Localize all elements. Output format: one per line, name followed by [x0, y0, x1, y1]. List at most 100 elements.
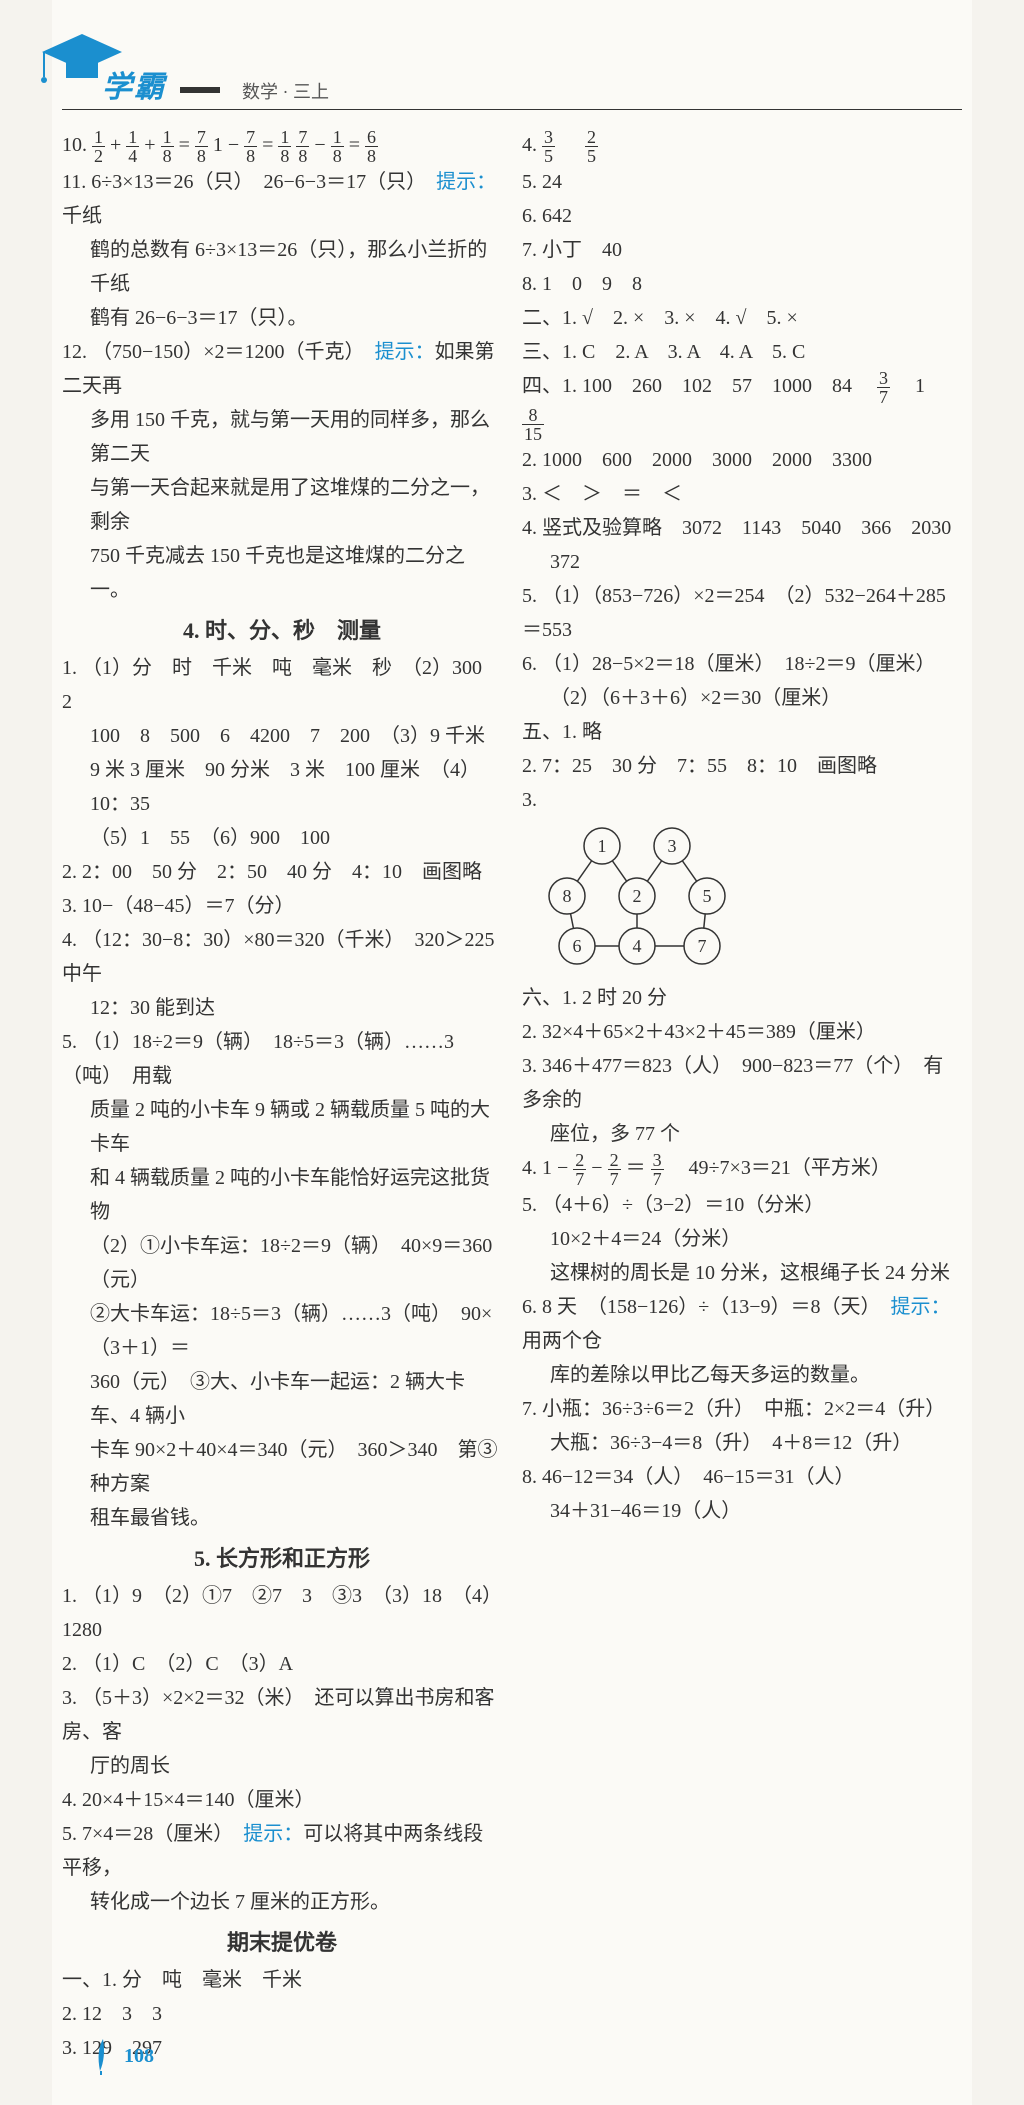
book-title: 学霸 [102, 62, 220, 106]
text: 49÷7×3＝21（平方米） [669, 1157, 891, 1179]
text: 4. [522, 134, 542, 156]
section-title-5: 5. 长方形和正方形 [62, 1541, 502, 1573]
text-line: 4. （12：30−8：30）×80＝320（千米） 320＞225 中午 [62, 923, 502, 991]
fraction: 27 [573, 1151, 586, 1188]
text: 4. 1 − [522, 1157, 573, 1179]
line-10: 10. 12 + 14 + 18 = 78 1 − 78 = 18 78 − 1… [62, 128, 502, 165]
text-line: 10×2＋4＝24（分米） [522, 1222, 962, 1256]
text-line: 2. （1）C （2）C （3）A [62, 1647, 502, 1681]
text-line: 鹤有 26−6−3＝17（只）。 [62, 301, 502, 335]
fraction: 14 [126, 128, 139, 165]
text-line: 5. （1）18÷2＝9（辆） 18÷5＝3（辆）……3（吨） 用载 [62, 1025, 502, 1093]
text-line: 6. 8 天 （158−126）÷（13−9）＝8（天） 提示： 用两个仓 [522, 1290, 962, 1358]
text-line: 这棵树的周长是 10 分米，这根绳子长 24 分米 [522, 1256, 962, 1290]
text-line: 多用 150 千克，就与第一天用的同样多，那么第二天 [62, 403, 502, 471]
hint-label: 提示： [375, 341, 435, 363]
text-line: 大瓶：36÷3−4＝8（升） 4＋8＝12（升） [522, 1426, 962, 1460]
fraction: 25 [585, 128, 598, 165]
text-line: 372 [522, 545, 962, 579]
text: 11. 6÷3×13＝26（只） 26−6−3＝17（只） [62, 171, 436, 193]
text-line: （5）1 55 （6）900 100 [62, 821, 502, 855]
text: − [591, 1157, 607, 1179]
text-line: 9 米 3 厘米 90 分米 3 米 100 厘米 （4）10：35 [62, 753, 502, 821]
text-line: 三、1. C 2. A 3. A 4. A 5. C [522, 335, 962, 369]
text-line: 二、1. √ 2. × 3. × 4. √ 5. × [522, 301, 962, 335]
fraction: 37 [877, 369, 890, 406]
fraction: 18 [161, 128, 174, 165]
text: 6. 8 天 （158−126）÷（13−9）＝8（天） [522, 1296, 891, 1318]
text-line: 4. 35 25 [522, 128, 962, 165]
text-line: 卡车 90×2＋40×4＝340（元） 360＞340 第③种方案 [62, 1433, 502, 1501]
hint-label: 提示： [243, 1823, 303, 1845]
svg-text:6: 6 [573, 936, 582, 956]
text: + [144, 134, 160, 156]
text-line: 座位，多 77 个 [522, 1117, 962, 1151]
diagram-svg: 13825647 [542, 821, 742, 971]
text-line: 5. （1）（853−726）×2＝254 （2）532−264＋285＝553 [522, 579, 962, 647]
fraction: 78 [195, 128, 208, 165]
text: 10. [62, 134, 92, 156]
section-title-final: 期末提优卷 [62, 1925, 502, 1957]
svg-text:5: 5 [703, 886, 712, 906]
network-diagram: 13825647 [522, 821, 962, 977]
title-text: 学霸 [102, 71, 166, 104]
text: 四、1. 100 260 102 57 1000 84 [522, 375, 872, 397]
text: + [110, 134, 126, 156]
svg-text:2: 2 [633, 886, 642, 906]
text: 千纸 [62, 205, 102, 227]
text-line: 7. 小瓶：36÷3÷6＝2（升） 中瓶：2×2＝4（升） [522, 1392, 962, 1426]
columns: 10. 1 2 + 14 + 18 = 78 1 − 78 = 18 78 − 1… [62, 128, 962, 2065]
text: − [314, 134, 330, 156]
text-line: 2. 7：25 30 分 7：55 8：10 画图略 [522, 749, 962, 783]
text: 12. （750−150）×2＝1200（千克） [62, 341, 375, 363]
text-line: 12. （750−150）×2＝1200（千克） 提示：如果第二天再 [62, 335, 502, 403]
fraction: 35 [542, 128, 555, 165]
text-line: 6. 642 [522, 199, 962, 233]
text-line: 11. 6÷3×13＝26（只） 26−6−3＝17（只） 提示： 千纸 [62, 165, 502, 233]
text-line: 5. 7×4＝28（厘米） 提示：可以将其中两条线段平移， [62, 1817, 502, 1885]
fraction: 78 [296, 128, 309, 165]
text-line: 1. （1）9 （2）①7 ②7 3 ③3 （3）18 （4）1280 [62, 1579, 502, 1647]
text-line: （2）（6＋3＋6）×2＝30（厘米） [522, 681, 962, 715]
footer: 108 [92, 2037, 154, 2075]
text-line: 六、1. 2 时 20 分 [522, 981, 962, 1015]
fraction: 78 [244, 128, 257, 165]
svg-text:1: 1 [598, 836, 607, 856]
text-line: 库的差除以甲比乙每天多运的数量。 [522, 1358, 962, 1392]
text-line: 3. （5＋3）×2×2＝32（米） 还可以算出书房和客房、客 [62, 1681, 502, 1749]
text: = [179, 134, 195, 156]
text: 1 − [213, 134, 244, 156]
text-line: 3. 346＋477＝823（人） 900−823＝77（个） 有多余的 [522, 1049, 962, 1117]
text [560, 134, 580, 156]
text-line: 2. 32×4＋65×2＋43×2＋45＝389（厘米） [522, 1015, 962, 1049]
text-line: 1. （1）分 时 千米 吨 毫米 秒 （2）300 2 [62, 651, 502, 719]
hint-label: 提示： [891, 1296, 951, 1318]
left-column: 10. 12 + 14 + 18 = 78 1 − 78 = 18 78 − 1… [62, 128, 502, 2065]
text-line: 34＋31−46＝19（人） [522, 1494, 962, 1528]
text-line: （2）①小卡车运：18÷2＝9（辆） 40×9＝360（元） [62, 1229, 502, 1297]
text-line: 3. ＜ ＞ ＝ ＜ [522, 477, 962, 511]
hint-label: 提示： [436, 171, 496, 193]
text-line: 租车最省钱。 [62, 1501, 502, 1535]
page-number: 108 [124, 2045, 154, 2068]
text-line: 6. （1）28−5×2＝18（厘米） 18÷2＝9（厘米） [522, 647, 962, 681]
text-line: 2. 2：00 50 分 2：50 40 分 4：10 画图略 [62, 855, 502, 889]
text-line: 360（元） ③大、小卡车一起运：2 辆大卡车、4 辆小 [62, 1365, 502, 1433]
text: 用两个仓 [522, 1330, 602, 1352]
text-line: 8. 46−12＝34（人） 46−15＝31（人） [522, 1460, 962, 1494]
section-title-4: 4. 时、分、秒 测量 [62, 613, 502, 645]
text-line: 质量 2 吨的小卡车 9 辆或 2 辆载质量 5 吨的大卡车 [62, 1093, 502, 1161]
fraction: 68 [365, 128, 378, 165]
fraction: 27 [608, 1151, 621, 1188]
text-line: 2. 1000 600 2000 3000 2000 3300 [522, 443, 962, 477]
text-line: 一、1. 分 吨 毫米 千米 [62, 1963, 502, 1997]
text-line: 和 4 辆载质量 2 吨的小卡车能恰好运完这批货物 [62, 1161, 502, 1229]
text-line: 五、1. 略 [522, 715, 962, 749]
fraction: 815 [522, 406, 544, 443]
text: = [262, 134, 278, 156]
svg-text:3: 3 [668, 836, 677, 856]
text-line: 5. （4＋6）÷（3−2）＝10（分米） [522, 1188, 962, 1222]
fraction: 18 [278, 128, 291, 165]
text-line: 四、1. 100 260 102 57 1000 84 37 1 815 [522, 369, 962, 443]
svg-text:4: 4 [633, 936, 642, 956]
